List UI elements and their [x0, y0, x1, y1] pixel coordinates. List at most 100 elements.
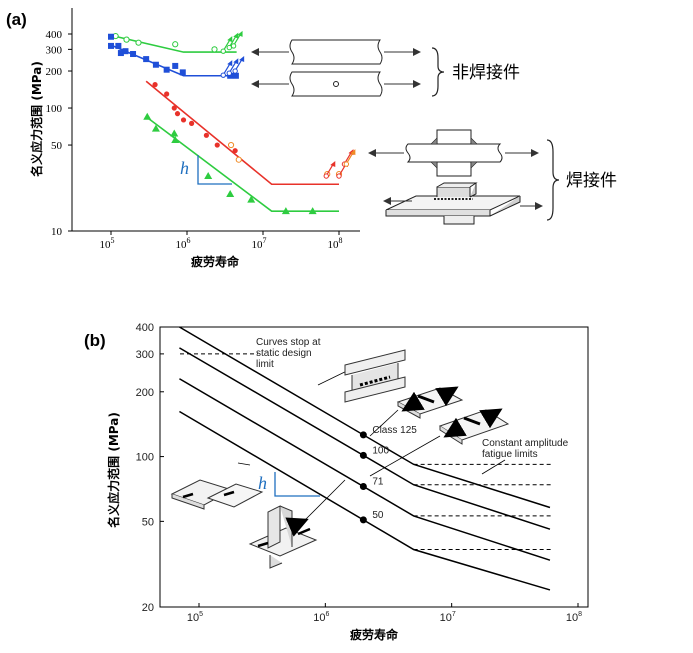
- y-tick-label: 100: [46, 103, 63, 115]
- data-point: [171, 135, 180, 143]
- y-tick-label: 400: [46, 29, 63, 41]
- y-tick-label: 50: [142, 516, 154, 528]
- x-tick-label: 106: [176, 236, 191, 251]
- class-dot: [359, 482, 367, 490]
- data-point: [117, 50, 124, 57]
- y-tick-label: 300: [136, 349, 154, 361]
- panel-b-slope-label: h: [258, 473, 267, 493]
- data-point: [115, 42, 122, 49]
- panel-a-runout-arrows: [220, 30, 356, 179]
- cafl-leader: [481, 459, 506, 475]
- panel-b-class-labels: Class 125 100 71 50: [372, 425, 417, 521]
- data-point: [171, 105, 177, 111]
- class-label: 71: [372, 476, 384, 487]
- data-point: [170, 129, 179, 137]
- data-point: [108, 42, 114, 49]
- runout-arrow: [323, 161, 336, 179]
- y-tick-label: 20: [142, 602, 154, 614]
- y-tick-label: 400: [136, 322, 154, 334]
- data-point: [130, 51, 137, 58]
- data-point: [204, 172, 213, 180]
- fit-line-2: [145, 80, 339, 186]
- data-point: [232, 72, 239, 79]
- data-point: [247, 195, 256, 203]
- static-note-line-3: limit: [256, 359, 274, 370]
- data-point: [152, 82, 158, 88]
- data-point: [174, 111, 181, 117]
- x-tick-label: 107: [252, 236, 267, 251]
- data-point: [226, 189, 235, 197]
- runout-arrow: [230, 30, 243, 49]
- panel-b: (b) 400 300 200 100 50 20 105 106 107 108 Class 1…: [84, 322, 589, 642]
- runout-arrow: [226, 32, 239, 51]
- plate-with-hole-specimen: [251, 71, 421, 97]
- panel-b-y-title: 名义应力范围 (MPa): [106, 412, 121, 528]
- slope-marker: [197, 155, 232, 185]
- panel-a-label: (a): [6, 10, 27, 29]
- cafl-note-line-2: fatigue limits: [482, 449, 538, 460]
- detail-sketch-beam: [344, 349, 406, 403]
- static-note-line-1: Curves stop at: [256, 337, 321, 348]
- data-point: [308, 207, 317, 215]
- data-point: [151, 124, 160, 132]
- panel-a-ticks: 400 300 200 100 50 10 105 106 107 108: [46, 29, 343, 251]
- static-note-line-2: static design: [256, 348, 312, 359]
- cafl-note: Constant amplitude fatigue limits: [482, 438, 571, 460]
- panel-a-slope-label: h: [180, 158, 189, 178]
- detail-sketch-plate-2: [369, 408, 510, 477]
- detail-curve-2: [179, 378, 551, 561]
- panel-a-plot-area: [71, 8, 360, 232]
- data-point: [180, 117, 187, 123]
- data-point: [281, 207, 290, 215]
- cafl-note-line-1: Constant amplitude: [482, 438, 569, 449]
- data-point: [189, 120, 195, 126]
- panel-b-detail-curves: [179, 326, 551, 591]
- non-welded-brace: [431, 47, 445, 97]
- x-tick-label: 106: [313, 611, 329, 624]
- welded-cruciform-specimen: [368, 129, 539, 177]
- x-tick-label: 107: [440, 611, 456, 624]
- y-tick-label: 100: [136, 452, 154, 464]
- detail-sketch-cruciform: [248, 479, 346, 569]
- panel-b-x-title: 疲劳寿命: [350, 627, 399, 642]
- x-tick-label: 105: [187, 611, 203, 624]
- runout-arrow: [220, 36, 233, 54]
- y-tick-label: 10: [51, 226, 63, 238]
- slope-marker: [274, 472, 320, 497]
- y-tick-label: 50: [51, 140, 63, 152]
- panel-b-ticks: 400 300 200 100 50 20 105 106 107 108: [136, 322, 583, 624]
- data-point: [235, 156, 242, 163]
- detail-sketch-lap-joint: [170, 462, 264, 510]
- data-point: [227, 141, 235, 149]
- panel-a-slope-triangle: h: [180, 155, 232, 185]
- class-dot: [359, 431, 367, 439]
- runout-arrow: [220, 60, 233, 78]
- data-point: [214, 142, 220, 148]
- data-point: [152, 61, 159, 68]
- data-point: [164, 91, 170, 97]
- panel-a-x-title: 疲劳寿命: [191, 254, 240, 269]
- detail-sketch-plate-1: [369, 386, 464, 437]
- detail-curve-0: [179, 326, 551, 509]
- fit-line-0: [110, 34, 237, 53]
- detail-curve-1: [179, 347, 551, 530]
- runout-arrow: [343, 149, 356, 167]
- x-tick-label: 105: [100, 236, 115, 251]
- panel-a-y-title: 名义应力范围 (MPa): [29, 61, 44, 177]
- static-limit-note: Curves stop at static design limit: [256, 337, 323, 370]
- y-tick-label: 300: [46, 44, 63, 56]
- class-dot: [359, 516, 367, 524]
- runout-arrow: [226, 58, 239, 76]
- welded-attachment-specimen: [383, 182, 543, 225]
- data-point: [203, 132, 210, 138]
- class-dot: [359, 451, 367, 459]
- y-tick-label: 200: [46, 66, 63, 78]
- class-label: 50: [372, 510, 384, 521]
- data-point: [143, 112, 152, 120]
- hole-icon: [333, 81, 339, 87]
- data-point: [179, 69, 186, 76]
- welded-label: 焊接件: [566, 171, 617, 191]
- welded-brace: [546, 139, 560, 221]
- panel-b-label: (b): [84, 331, 106, 350]
